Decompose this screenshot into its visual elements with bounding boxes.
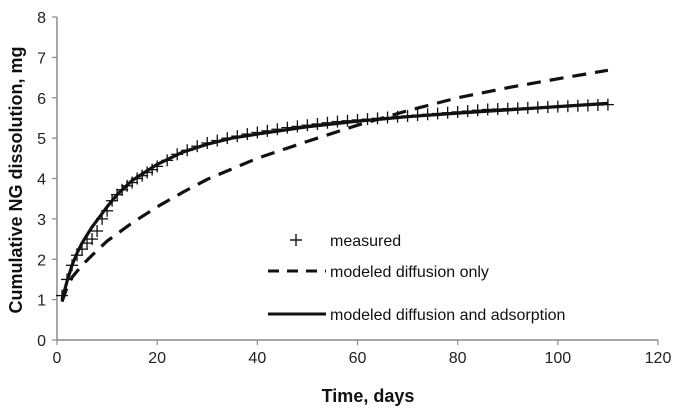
legend-label-measured: measured xyxy=(330,233,401,250)
series-group xyxy=(56,68,614,303)
y-ticks: 0 1 2 3 4 5 6 7 8 xyxy=(37,10,57,350)
x-tick-label: 0 xyxy=(53,350,62,367)
x-tick-label: 40 xyxy=(248,350,266,367)
data-point-measured xyxy=(91,224,104,237)
y-tick-label: 6 xyxy=(37,91,46,108)
y-tick-label: 0 xyxy=(37,333,46,350)
legend-marker-plus xyxy=(290,234,302,246)
data-point-measured xyxy=(86,233,99,246)
legend-item-measured: measured xyxy=(290,233,401,250)
y-tick-label: 7 xyxy=(37,50,46,67)
x-tick-label: 20 xyxy=(148,350,166,367)
y-axis-title: Cumulative NG dissolution, mg xyxy=(6,46,26,313)
y-tick-label: 8 xyxy=(37,10,46,27)
y-tick-label: 4 xyxy=(37,172,46,189)
series-line-diffusion-only xyxy=(60,68,609,303)
x-tick-label: 60 xyxy=(349,350,367,367)
x-tick-label: 120 xyxy=(645,350,672,367)
legend-label-diffusion-only: modeled diffusion only xyxy=(330,264,489,281)
legend-label-diffusion-adsorption: modeled diffusion and adsorption xyxy=(330,307,565,324)
legend-item-diffusion-adsorption: modeled diffusion and adsorption xyxy=(268,307,565,324)
y-tick-label: 1 xyxy=(37,293,46,310)
series-line-diffusion-adsorption xyxy=(60,101,609,301)
y-tick-label: 3 xyxy=(37,212,46,229)
y-tick-label: 5 xyxy=(37,131,46,148)
y-tick-label: 2 xyxy=(37,252,46,269)
x-axis-title: Time, days xyxy=(322,386,415,406)
x-tick-label: 100 xyxy=(544,350,571,367)
x-tick-label: 80 xyxy=(449,350,467,367)
legend: measured modeled diffusion only modeled … xyxy=(268,233,565,324)
axes xyxy=(56,17,658,341)
legend-item-diffusion-only: modeled diffusion only xyxy=(268,264,489,281)
x-ticks: 0 20 40 60 80 100 120 xyxy=(53,340,672,367)
